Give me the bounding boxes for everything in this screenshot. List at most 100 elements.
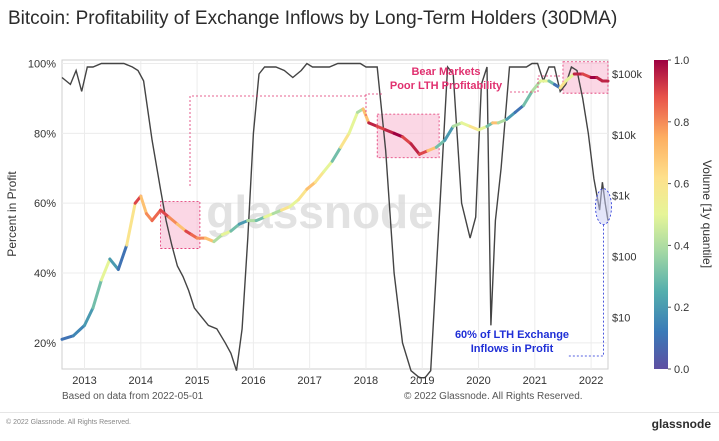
- annotation-lth-title: 60% of LTH Exchange: [455, 329, 569, 341]
- y-tick-label: 40%: [34, 268, 56, 280]
- y2-tick-label: $1k: [612, 191, 630, 203]
- y-tick-label: 60%: [34, 198, 56, 210]
- x-tick-label: 2017: [297, 375, 321, 387]
- footer-brand-logo: glassnode: [651, 417, 711, 431]
- profit-segment: [581, 72, 593, 79]
- y2-tick-label: $100: [612, 251, 636, 263]
- profit-segment: [530, 79, 542, 93]
- profit-segment: [108, 257, 120, 271]
- profit-segment: [150, 208, 163, 223]
- y-axis-title: Percent in Profit: [5, 171, 19, 257]
- y2-tick-label: $10: [612, 312, 630, 324]
- profit-segment: [564, 72, 576, 83]
- y-tick-label: 80%: [34, 128, 56, 140]
- x-tick-label: 2020: [466, 375, 490, 387]
- profit-segment: [271, 208, 284, 216]
- profit-segment: [60, 334, 75, 341]
- profit-segment: [417, 149, 430, 156]
- profit-segment: [477, 124, 489, 132]
- profit-segment: [434, 138, 447, 149]
- y-axis-left: 20% 40% 60% 80% 100%: [28, 58, 56, 349]
- bear-market-highlights: [160, 61, 609, 249]
- profit-segment: [460, 121, 472, 128]
- profit-segment: [313, 170, 326, 184]
- profit-segment: [505, 110, 517, 121]
- profit-segment: [71, 323, 87, 338]
- colorbar-ticks: 0.0 0.2 0.4 0.6 0.8 1.0: [668, 55, 689, 376]
- profit-segment: [139, 194, 148, 216]
- y2-tick-label: $10k: [612, 130, 636, 142]
- profit-segment: [175, 222, 188, 233]
- x-tick-label: 2014: [129, 375, 153, 387]
- profit-segment: [296, 187, 309, 202]
- x-tick-label: 2013: [72, 375, 96, 387]
- chart-title: Bitcoin: Profitability of Exchange Inflo…: [8, 8, 618, 29]
- profit-segment: [347, 110, 360, 135]
- annotation-bear-subtitle: Poor LTH Profitability: [390, 80, 503, 92]
- colorbar-tick-label: 1.0: [674, 55, 689, 67]
- profit-segment: [426, 145, 438, 153]
- watermark: glassnode: [206, 186, 434, 238]
- profit-segment: [392, 131, 405, 139]
- y-tick-label: 20%: [34, 338, 56, 350]
- profit-segment: [305, 180, 317, 191]
- annotation-lth-circle: [595, 188, 612, 226]
- x-tick-label: 2022: [579, 375, 603, 387]
- profit-segment: [496, 117, 509, 125]
- profit-segment: [167, 215, 179, 226]
- annotation-bear-leader-2: [189, 95, 366, 188]
- colorbar-title: Volume [1y quantile]: [700, 160, 714, 268]
- data-date-note: Based on data from 2022-05-01: [62, 391, 204, 402]
- profit-segment: [409, 142, 421, 156]
- profit-segment: [263, 212, 275, 219]
- y-tick-label: 100%: [28, 58, 56, 70]
- annotation-bear-leader: [365, 93, 382, 117]
- profit-segment: [99, 257, 112, 282]
- x-tick-label: 2016: [241, 375, 265, 387]
- profit-segment: [443, 124, 455, 142]
- profit-segment: [125, 201, 137, 247]
- profit-segment: [522, 89, 534, 107]
- profit-segment: [91, 278, 103, 310]
- profit-segment: [330, 145, 343, 163]
- profit-segment: [384, 128, 396, 135]
- chart-copyright: © 2022 Glassnode. All Rights Reserved.: [404, 391, 583, 402]
- profit-segment: [254, 215, 267, 223]
- profit-segment: [212, 233, 224, 244]
- x-axis: 2013 2014 2015 2016 2017 2018 2019 2020 2021 2022: [72, 375, 603, 387]
- annotation-bear-title: Bear Markets: [411, 66, 480, 78]
- profit-segment: [83, 306, 95, 327]
- profit-segment: [451, 121, 464, 128]
- colorbar: [654, 60, 668, 369]
- profit-segment: [401, 135, 413, 146]
- footer-copyright: © 2022 Glassnode. All Rights Reserved.: [6, 419, 132, 426]
- colorbar-tick-label: 0.6: [674, 179, 689, 191]
- profit-segment: [513, 103, 526, 114]
- profit-segment: [204, 236, 216, 244]
- colorbar-tick-label: 0.2: [674, 302, 689, 314]
- footer-divider: [0, 412, 719, 413]
- profit-segment: [339, 131, 351, 149]
- profit-segment: [375, 124, 388, 132]
- profit-segment: [367, 121, 379, 128]
- profit-segment: [280, 205, 292, 212]
- colorbar-tick-label: 0.4: [674, 240, 689, 252]
- profit-segment: [237, 219, 250, 226]
- y2-tick-label: $100k: [612, 69, 642, 81]
- annotation-bear-leader-3: [510, 75, 561, 93]
- x-tick-label: 2021: [523, 375, 547, 387]
- annotation-lth-subtitle: Inflows in Profit: [471, 343, 554, 355]
- profit-segment: [288, 198, 300, 209]
- profit-segment: [159, 208, 171, 219]
- x-tick-label: 2019: [410, 375, 434, 387]
- profit-segment: [229, 222, 241, 233]
- x-tick-label: 2018: [354, 375, 378, 387]
- x-tick-label: 2015: [185, 375, 209, 387]
- profit-segment: [116, 243, 129, 271]
- y-axis-right: $10 $100 $1k $10k $100k: [612, 69, 642, 324]
- profit-segment: [322, 159, 334, 174]
- profit-segment: [468, 124, 481, 132]
- profit-segment: [220, 229, 233, 237]
- annotations: Bear Markets Poor LTH Profitability 60% of…: [189, 66, 612, 357]
